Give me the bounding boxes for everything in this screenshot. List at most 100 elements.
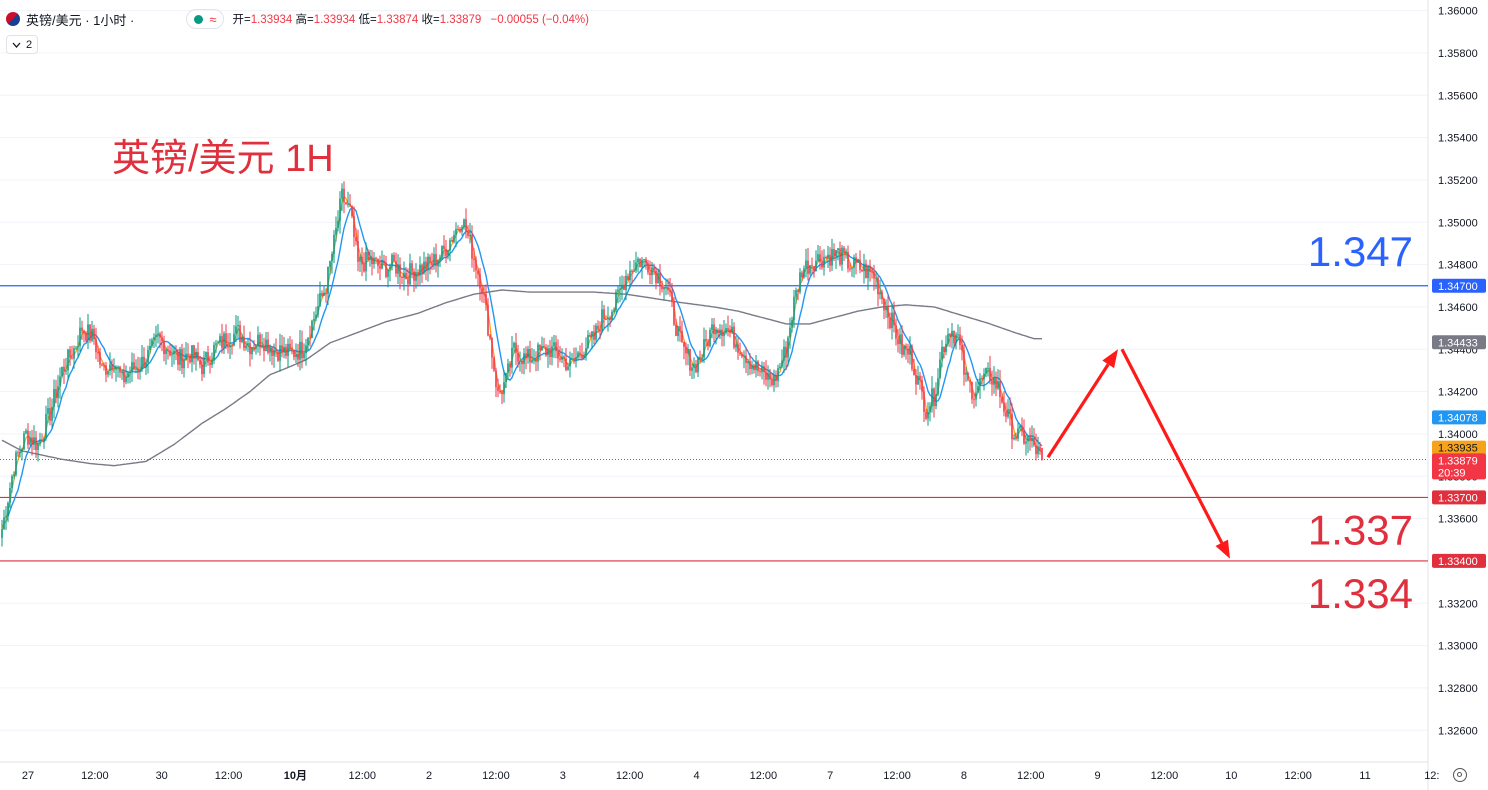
candle-body <box>427 256 429 271</box>
candle-body <box>513 342 515 348</box>
candle-body <box>963 350 965 375</box>
candle-body <box>245 345 247 349</box>
candle-body <box>529 348 531 363</box>
candle-body <box>337 221 339 229</box>
candle-body <box>283 346 285 353</box>
candle-body <box>1027 435 1029 442</box>
candle-body <box>1021 425 1023 432</box>
candle-body <box>1001 397 1003 403</box>
gear-icon[interactable] <box>1453 768 1467 782</box>
candle-body <box>805 260 807 269</box>
candle-body <box>979 378 981 387</box>
candle-body <box>367 251 369 260</box>
candle-body <box>737 344 739 353</box>
candle-body <box>921 380 923 392</box>
candle-body <box>353 216 355 238</box>
axis-tag-level-1347: 1.34700 <box>1438 281 1478 293</box>
candle-body <box>523 353 525 365</box>
candle-body <box>901 334 903 355</box>
candle-body <box>385 263 387 277</box>
candle-body <box>225 333 227 346</box>
candle-body <box>839 248 841 265</box>
candle-body <box>29 437 31 445</box>
candle-body <box>1019 425 1021 429</box>
candle-body <box>889 317 891 329</box>
candle-body <box>105 365 107 375</box>
candle-body <box>849 268 851 270</box>
candle-body <box>615 291 617 311</box>
candle-body <box>545 346 547 356</box>
candle-body <box>859 259 861 270</box>
candle-body <box>165 349 167 355</box>
price-axis[interactable]: 1.36000 1.35800 1.35600 1.35400 1.35200 1.350… <box>1427 0 1488 790</box>
candle-body <box>415 272 417 281</box>
candle-body <box>71 357 73 359</box>
indicators-toggle[interactable]: 2 <box>6 35 39 54</box>
open-label: 开= <box>232 14 251 26</box>
candle-body <box>645 259 647 264</box>
candle-body <box>767 372 769 380</box>
candle-body <box>211 359 213 365</box>
candle-body <box>619 288 621 290</box>
y-tick-label: 1.34000 <box>1438 429 1478 441</box>
candle-body <box>133 362 135 370</box>
candle-body <box>335 228 337 235</box>
candle-body <box>243 336 245 349</box>
candle-body <box>665 287 667 289</box>
candle-body <box>799 272 801 293</box>
candle-body <box>121 371 123 373</box>
candle-body <box>1017 428 1019 439</box>
horizontal-levels: 1.347 1.337 1.334 <box>0 228 1428 617</box>
candle-body <box>913 368 915 375</box>
candle-body <box>197 351 199 361</box>
candle-body <box>923 391 925 413</box>
candle-body <box>481 288 483 294</box>
candle-body <box>115 366 117 370</box>
candle-body <box>987 367 989 369</box>
candle-body <box>695 363 697 373</box>
candle-body <box>823 256 825 268</box>
candle-body <box>467 231 469 236</box>
candle-body <box>231 345 233 347</box>
candle-body <box>819 254 821 263</box>
candle-body <box>633 270 635 272</box>
y-tick-label: 1.36000 <box>1438 6 1478 18</box>
candle-body <box>683 341 685 347</box>
candle-body <box>639 258 641 268</box>
candle-body <box>785 346 787 358</box>
candle-body <box>407 279 409 285</box>
candle-body <box>959 334 961 346</box>
candle-body <box>745 355 747 364</box>
candle-body <box>759 371 761 373</box>
candle-body <box>163 341 165 355</box>
candle-body <box>637 258 639 263</box>
candle-body <box>241 336 243 342</box>
candle-body <box>613 310 615 312</box>
candle-body <box>803 268 805 278</box>
candle-body <box>479 273 481 289</box>
candle-body <box>437 260 439 267</box>
candle-body <box>603 309 605 320</box>
candle-body <box>117 366 119 368</box>
candle-body <box>827 254 829 258</box>
candle-body <box>975 392 977 400</box>
low-value: 1.33874 <box>376 14 419 26</box>
candle-body <box>421 264 423 274</box>
forecast-arrow-head <box>1102 349 1118 369</box>
time-axis[interactable]: 27 12:00 30 12:00 10月 12:00 2 12:00 3 12:00 4 12:00… <box>0 761 1439 782</box>
candle-body <box>269 347 271 353</box>
x-tick-label: 12:00 <box>1284 770 1312 782</box>
x-tick-label: 3 <box>560 770 566 782</box>
candle-body <box>741 354 743 357</box>
candle-body <box>397 264 399 274</box>
candle-body <box>217 342 219 344</box>
symbol-title[interactable]: 英镑/美元 · 1小时 · <box>26 12 135 28</box>
candle-body <box>237 325 239 327</box>
candle-body <box>285 346 287 356</box>
candle-body <box>689 348 691 371</box>
candle-body <box>763 366 765 373</box>
candle-body <box>213 344 215 360</box>
candle-body <box>327 266 329 294</box>
market-status-pill[interactable]: ≈ <box>186 9 225 29</box>
